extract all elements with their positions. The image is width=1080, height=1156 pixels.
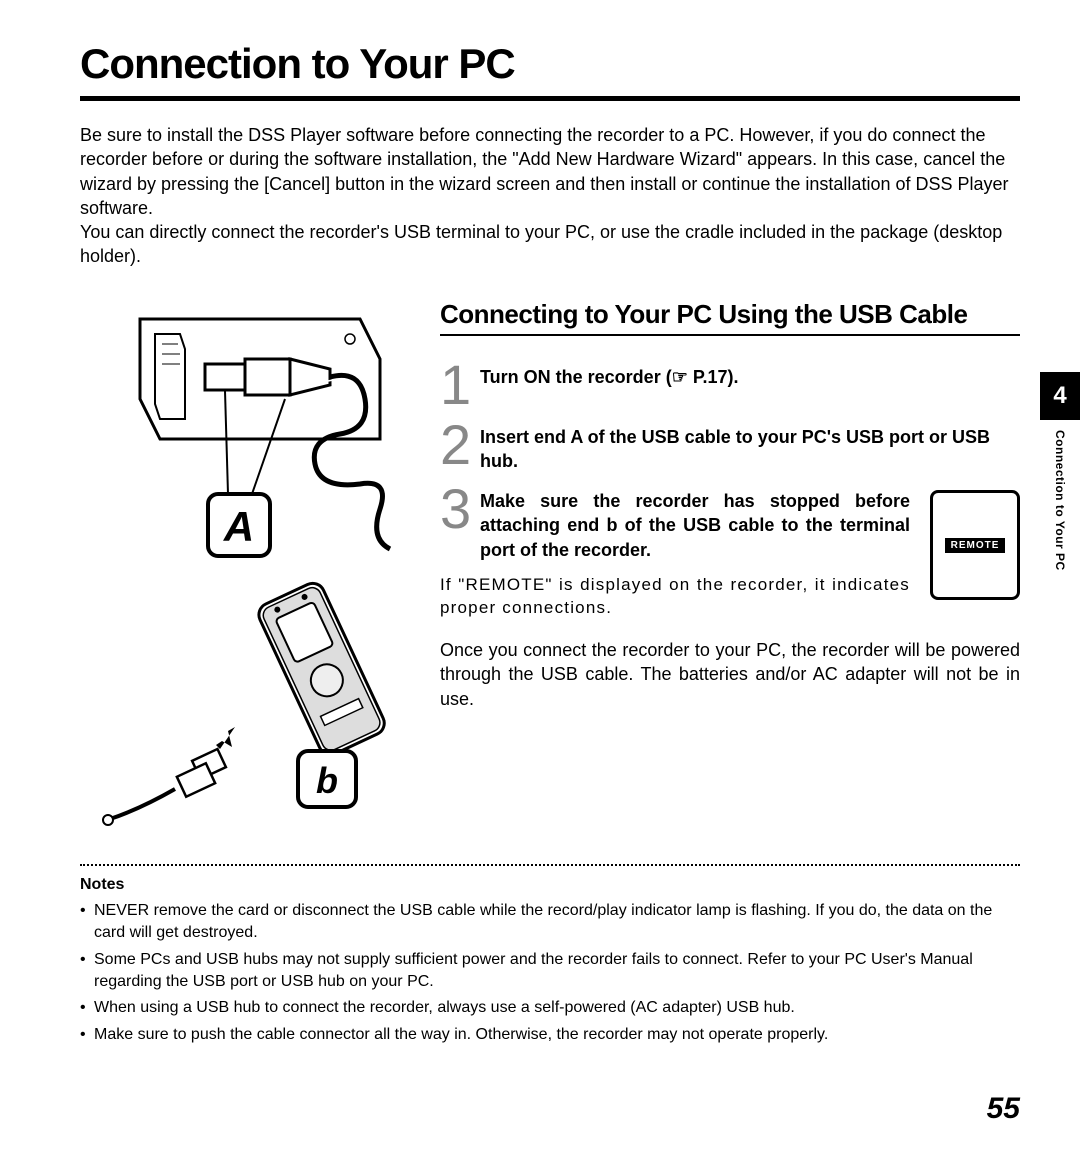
chapter-number-tab: 4 [1040, 372, 1080, 420]
notes-divider [80, 864, 1020, 866]
note-item: Make sure to push the cable connector al… [80, 1024, 1020, 1046]
page-title: Connection to Your PC [80, 40, 1020, 88]
sub-heading-divider [440, 334, 1020, 336]
diagram-area: A b [80, 299, 410, 834]
page-number: 55 [987, 1092, 1020, 1126]
step-1: 1 Turn ON the recorder (☞ P.17). [440, 361, 1020, 409]
step-number: 1 [440, 361, 472, 409]
step-2: 2 Insert end A of the USB cable to your … [440, 421, 1020, 474]
sub-heading: Connecting to Your PC Using the USB Cabl… [440, 299, 1020, 330]
step-text: Turn ON the recorder (☞ P.17). [480, 361, 739, 389]
notes-heading: Notes [80, 876, 1020, 894]
note-item: NEVER remove the card or disconnect the … [80, 900, 1020, 945]
main-content-row: A b [80, 299, 1020, 834]
usb-plug-b-icon [103, 749, 226, 825]
side-tab: 4 Connection to Your PC [1040, 372, 1080, 571]
step-3-wrap: 3 Make sure the recorder has stopped bef… [440, 485, 1020, 620]
step-3: 3 Make sure the recorder has stopped bef… [440, 485, 910, 562]
step-3-subtext: If "REMOTE" is displayed on the recorder… [440, 574, 910, 620]
remote-label: REMOTE [945, 538, 1006, 553]
note-item: Some PCs and USB hubs may not supply suf… [80, 949, 1020, 994]
recorder-device-icon [255, 579, 388, 758]
label-a-text: A [223, 503, 254, 550]
instructions-column: Connecting to Your PC Using the USB Cabl… [440, 299, 1020, 834]
step-number: 2 [440, 421, 472, 469]
notes-list: NEVER remove the card or disconnect the … [80, 900, 1020, 1046]
step-number: 3 [440, 485, 472, 533]
step-text: Make sure the recorder has stopped befor… [480, 485, 910, 562]
connection-diagram: A b [80, 309, 410, 829]
insert-arrow-icon [216, 727, 235, 749]
title-divider [80, 96, 1020, 101]
post-steps-paragraph: Once you connect the recorder to your PC… [440, 638, 1020, 711]
note-item: When using a USB hub to connect the reco… [80, 997, 1020, 1019]
intro-text: Be sure to install the DSS Player softwa… [80, 123, 1020, 269]
chapter-title-vertical: Connection to Your PC [1053, 430, 1067, 571]
remote-display-box: REMOTE [930, 490, 1020, 600]
label-b-text: b [316, 760, 338, 801]
step-text: Insert end A of the USB cable to your PC… [480, 421, 1020, 474]
